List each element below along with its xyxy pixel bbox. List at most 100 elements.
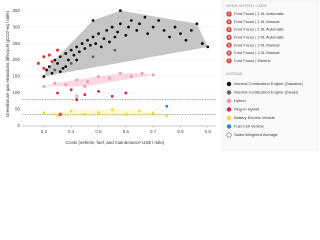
point [124, 113, 128, 116]
point [86, 38, 89, 42]
point [110, 25, 114, 29]
y-tick-label: 100 [12, 90, 20, 95]
point [118, 22, 122, 26]
legend-swatch [226, 132, 232, 138]
point [94, 42, 98, 45]
legend-swatch [226, 115, 232, 121]
highlighted-point [55, 48, 60, 53]
x-tick-label: 0.3 [41, 129, 48, 134]
point [143, 15, 147, 19]
point [138, 22, 141, 26]
point [124, 33, 128, 37]
point [42, 85, 46, 88]
legend-swatch [226, 90, 232, 95]
y-tick-label: 0 [17, 123, 20, 128]
point [97, 111, 100, 115]
y-tick-label: 150 [12, 74, 20, 79]
point [53, 81, 57, 85]
legend-label: Plug-in Hybrid [234, 107, 259, 112]
highlighted-point [36, 61, 41, 66]
point [75, 98, 79, 102]
point [135, 28, 139, 32]
point [50, 71, 54, 75]
point [61, 66, 65, 70]
point [80, 42, 84, 45]
highlight-badge [226, 19, 232, 25]
legend-label: Internal Combustion Engine (Gasoline) [234, 81, 304, 86]
point [64, 65, 68, 69]
point [129, 19, 133, 22]
point [110, 94, 114, 98]
highlight-name: Ford Focus | 2.0L Automatic [234, 34, 284, 39]
x-tick-label: 0.4 [68, 129, 75, 134]
point [108, 76, 111, 80]
point [69, 109, 73, 113]
y-tick-label: 250 [12, 41, 20, 46]
point [97, 32, 100, 36]
point [99, 45, 103, 49]
x-tick-label: 0.5 [95, 129, 102, 134]
point [64, 83, 68, 87]
highlighted-point [50, 59, 55, 64]
point [190, 28, 193, 32]
y-axis-title: Greenhouse gas emissions (lifecycle gCO2… [5, 10, 10, 117]
highlight-name: Ford Focus | 1.0L Automatic [234, 11, 284, 16]
highlight-number: 5 [228, 43, 230, 47]
point [179, 32, 182, 36]
point [75, 94, 79, 98]
point [129, 75, 133, 78]
point [162, 28, 166, 32]
point [86, 80, 89, 83]
point [83, 47, 87, 50]
point [83, 93, 87, 97]
point [56, 61, 59, 65]
x-axis-title: Costs (vehicle, fuel, and maintenance US… [66, 140, 165, 145]
highlight-badge [226, 42, 232, 48]
point [56, 91, 59, 95]
highlight-number: 3 [228, 28, 230, 32]
point [91, 55, 95, 59]
legend-swatch [226, 98, 232, 104]
legend-panel [221, 0, 319, 151]
highlight-badge [226, 58, 232, 64]
point [69, 88, 73, 92]
y-tick-label: 350 [12, 8, 20, 13]
point [157, 19, 161, 22]
point [127, 25, 130, 29]
point [146, 32, 150, 36]
point [47, 65, 51, 69]
point [105, 28, 109, 32]
point [102, 37, 106, 41]
point [195, 22, 199, 26]
legend-label: Sales Weighted Average [234, 132, 278, 137]
point [124, 91, 128, 95]
highlight-number: 2 [228, 20, 230, 24]
chart: Greenhouse gas emissions (lifecycle gCO2… [5, 0, 319, 151]
point [83, 113, 87, 116]
point [58, 70, 62, 73]
y-tick-label: 50 [15, 107, 21, 112]
point [165, 114, 169, 118]
point [53, 58, 57, 62]
highlighted-header: HIGHLIGHTED CARS [226, 4, 267, 8]
point [83, 85, 87, 88]
legend-label: Fuel Cell Vehicle [234, 124, 265, 129]
highlight-name: Ford Focus | 2.3L Manual [234, 50, 279, 55]
envelope [43, 73, 154, 87]
point [58, 55, 62, 59]
highlight-badge [226, 11, 232, 17]
point [113, 35, 117, 39]
point [165, 104, 169, 108]
highlight-number: 4 [228, 35, 230, 39]
point [138, 109, 141, 113]
legend-label: Hybrid [234, 98, 246, 103]
point [67, 58, 70, 62]
point [97, 75, 100, 78]
x-tick-label: 0.9 [205, 129, 212, 134]
point [173, 25, 177, 29]
point [184, 38, 188, 42]
point [116, 30, 120, 34]
point [118, 71, 122, 75]
point [151, 25, 155, 29]
point [108, 40, 111, 44]
